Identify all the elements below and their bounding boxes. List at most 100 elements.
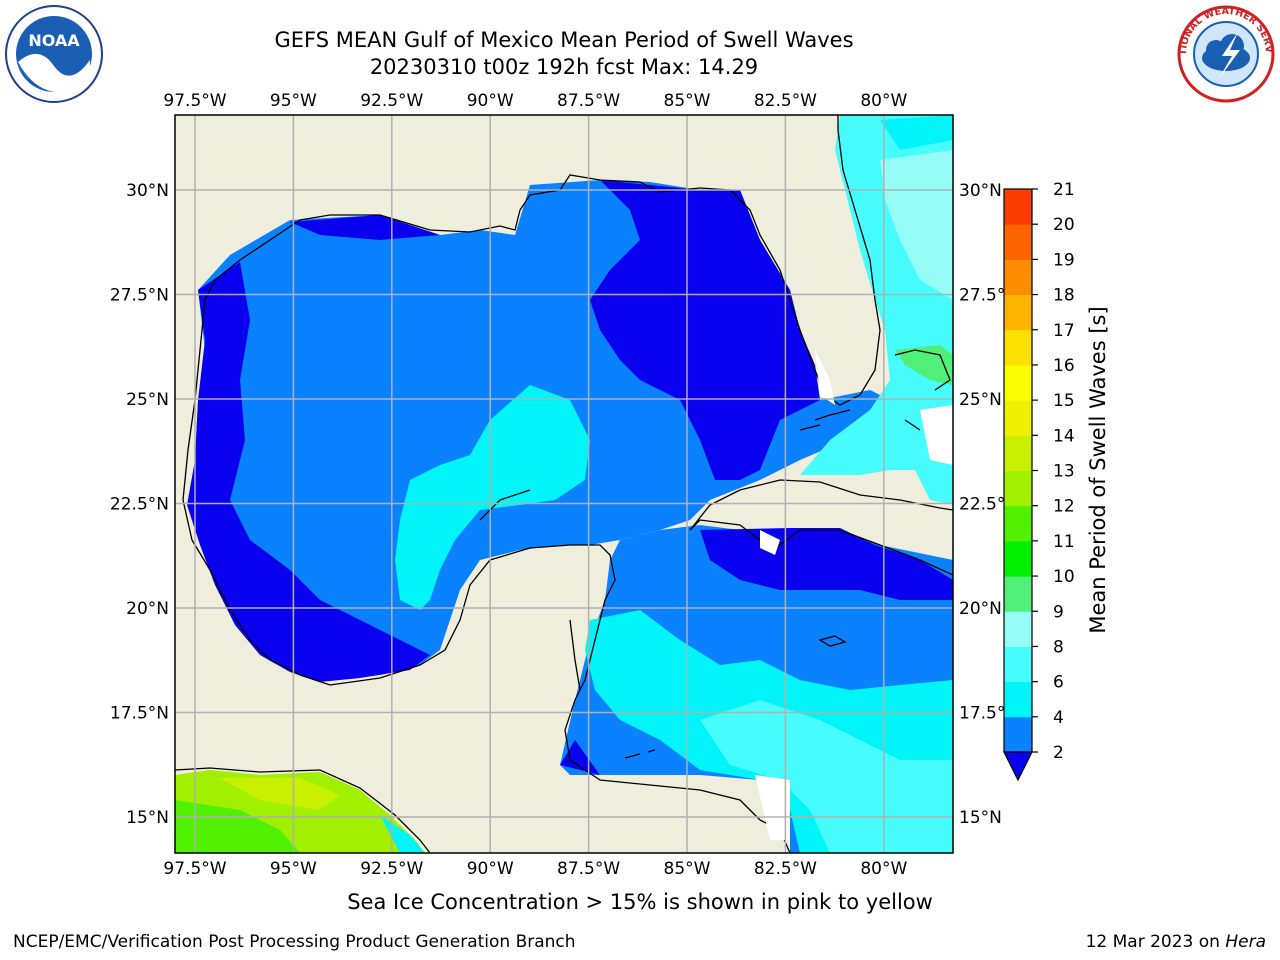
footer-branch: NCEP/EMC/Verification Post Processing Pr… xyxy=(13,932,576,952)
footer-date: 12 Mar 2023 on Hera xyxy=(1086,932,1266,952)
colorbar-tick-label: 17 xyxy=(1053,321,1075,341)
lat-label-left: 27.5°N xyxy=(110,286,169,306)
gulf-dark-east xyxy=(590,180,820,480)
colorbar-tick-label: 11 xyxy=(1053,532,1075,552)
lon-label-top: 87.5°W xyxy=(557,91,620,111)
lon-labels-bottom: 97.5°W 95°W 92.5°W 90°W 87.5°W 85°W 82.5°W 80°W xyxy=(163,859,907,879)
lon-label-top: 97.5°W xyxy=(163,91,226,111)
colorbar-under-triangle xyxy=(1003,751,1033,782)
colorbar-tick-label: 4 xyxy=(1053,708,1064,728)
florida-keys xyxy=(799,409,851,431)
lon-label-bottom: 87.5°W xyxy=(557,859,620,879)
colorbar-tick-label: 2 xyxy=(1053,743,1064,763)
colorbar-tick-label: 16 xyxy=(1053,356,1075,376)
colorbar-segment xyxy=(1004,400,1032,436)
cuba-coast xyxy=(689,479,953,576)
gridlines xyxy=(175,115,953,853)
lon-label-bottom: 85°W xyxy=(664,859,711,879)
caribbean-lightcyan-south xyxy=(700,700,953,853)
jamaica-outline xyxy=(818,635,847,647)
colorbar-segment xyxy=(1004,716,1032,753)
lat-label-right: 22.5°N xyxy=(959,495,1018,515)
lat-labels-right: 30°N 27.5°N 25°N 22.5°N 20°N 17.5°N 15°N xyxy=(959,181,1018,828)
colorbar-segment xyxy=(1004,611,1032,647)
gulf-cyan-center xyxy=(395,385,590,610)
colorbar-label: Mean Period of Swell Waves [s] xyxy=(1086,306,1110,634)
colorbar-tick-label: 14 xyxy=(1053,426,1075,446)
lat-label-right: 25°N xyxy=(959,390,1002,410)
footer-date-text: 12 Mar 2023 on xyxy=(1085,932,1226,952)
caribbean-swell-field xyxy=(560,525,953,853)
lat-label-left: 15°N xyxy=(126,808,169,828)
gulf-dark-north xyxy=(290,215,440,240)
lat-label-right: 30°N xyxy=(959,181,1002,201)
lon-label-bottom: 92.5°W xyxy=(360,859,423,879)
colorbar-segment xyxy=(1004,681,1032,718)
colorbar-segment xyxy=(1004,435,1032,471)
colorbar-segment xyxy=(1004,540,1032,577)
noaa-logo: NOAA xyxy=(5,5,103,103)
map-area xyxy=(175,115,953,853)
colorbar-segment xyxy=(1004,259,1032,296)
lon-label-top: 95°W xyxy=(270,91,317,111)
footer-machine: Hera xyxy=(1225,932,1266,952)
island-outline xyxy=(624,749,656,759)
colorbar-tick-label: 6 xyxy=(1053,673,1064,693)
gulf-dark-west xyxy=(187,262,430,682)
lat-label-right: 17.5°N xyxy=(959,704,1018,724)
lat-label-left: 20°N xyxy=(126,599,169,619)
lat-label-left: 25°N xyxy=(126,390,169,410)
colorbar-tick-label: 8 xyxy=(1053,637,1064,657)
nws-logo: NATIONAL WEATHER SERVICE xyxy=(1176,4,1275,103)
colorbar-tick-label: 19 xyxy=(1053,250,1075,270)
mexico-coast xyxy=(182,499,761,821)
colorbar-tick-label: 15 xyxy=(1053,391,1075,411)
lat-label-left: 17.5°N xyxy=(110,704,169,724)
lon-labels-top: 97.5°W 95°W 92.5°W 90°W 87.5°W 85°W 82.5°W 80°W xyxy=(163,91,907,111)
atlantic-cyan-strip xyxy=(880,115,953,150)
lat-label-left: 22.5°N xyxy=(110,495,169,515)
lon-label-bottom: 80°W xyxy=(860,859,907,879)
colorbar-segment xyxy=(1004,189,1032,225)
map-frame xyxy=(174,114,954,854)
lon-label-top: 85°W xyxy=(664,91,711,111)
lon-label-bottom: 90°W xyxy=(467,859,514,879)
lat-label-right: 15°N xyxy=(959,808,1002,828)
atlantic-light-strip xyxy=(880,150,953,300)
colorbar-segment xyxy=(1004,224,1032,260)
chart-subtitle: 20230310 t00z 192h fcst Max: 14.29 xyxy=(369,55,759,79)
lat-labels-left: 30°N 27.5°N 25°N 22.5°N 20°N 17.5°N 15°N xyxy=(110,181,169,828)
colorbar-segment xyxy=(1004,329,1032,366)
lon-label-top: 92.5°W xyxy=(360,91,423,111)
noaa-logo-text: NOAA xyxy=(28,31,80,50)
lon-label-bottom: 82.5°W xyxy=(754,859,817,879)
lat-label-right: 20°N xyxy=(959,599,1002,619)
colorbar-tick-label: 9 xyxy=(1053,602,1064,622)
sea-ice-note: Sea Ice Concentration > 15% is shown in … xyxy=(347,890,933,914)
colorbar-segment xyxy=(1004,364,1032,401)
gulf-swell-field xyxy=(187,180,890,682)
colorbar-segment xyxy=(1004,294,1032,331)
colorbar-tick-label: 18 xyxy=(1053,286,1075,306)
colorbar: 2 4 6 8 9 10 11 12 13 14 15 16 17 18 19 20 21 xyxy=(1003,180,1075,782)
colorbar-tick-label: 20 xyxy=(1053,215,1075,235)
atlantic-swell-field xyxy=(800,115,953,505)
lon-label-top: 80°W xyxy=(860,91,907,111)
lon-label-top: 90°W xyxy=(467,91,514,111)
colorbar-segment xyxy=(1004,470,1032,507)
pacific-yellow-patch xyxy=(220,778,340,810)
colorbar-segment xyxy=(1004,505,1032,542)
nodata-patches xyxy=(755,335,953,840)
lon-label-bottom: 95°W xyxy=(270,859,317,879)
lat-label-right: 27.5°N xyxy=(959,286,1018,306)
pacific-green-patch xyxy=(175,800,300,853)
us-gulf-coast xyxy=(182,115,881,501)
caribbean-dark-edge xyxy=(560,740,600,775)
lat-label-left: 30°N xyxy=(126,181,169,201)
colorbar-tick-label: 21 xyxy=(1053,180,1075,200)
lon-label-top: 82.5°W xyxy=(754,91,817,111)
colorbar-segment xyxy=(1004,646,1032,683)
colorbar-tick-label: 10 xyxy=(1053,567,1075,587)
colorbar-segment xyxy=(1004,576,1032,612)
